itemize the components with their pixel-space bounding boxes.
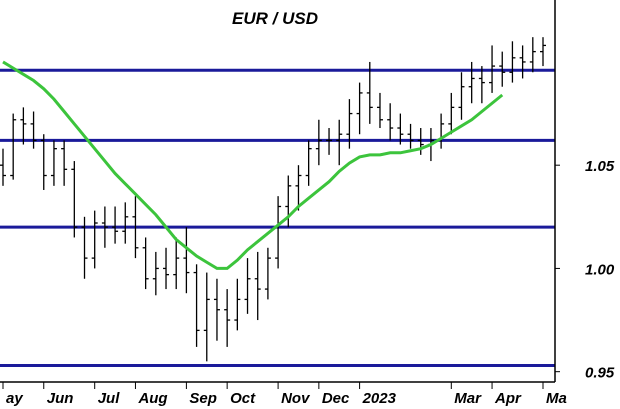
ohlc-bar [163, 247, 170, 290]
ohlc-bar [366, 61, 373, 124]
x-axis: ay Jun Jul Aug Sep Oct Nov Dec 2023 Mar Apr Ma [2, 382, 567, 407]
ohlc-bar [193, 264, 200, 347]
ohlc-bar [0, 148, 6, 186]
x-tick-label: Dec [322, 390, 350, 407]
ohlc-bar [112, 206, 119, 244]
ohlc-bar [40, 134, 47, 190]
ohlc-bar [509, 41, 516, 83]
ohlc-bar [183, 227, 190, 294]
ohlc-bar [346, 99, 353, 149]
ohlc-bar [407, 123, 414, 149]
ohlc-bar [71, 161, 78, 238]
ohlc-bar [244, 258, 251, 314]
x-tick-label: Sep [189, 390, 217, 407]
x-tick-label: Apr [494, 390, 522, 407]
ohlc-bar [122, 202, 129, 244]
ohlc-bar [50, 140, 57, 186]
ohlc-bar [305, 140, 312, 186]
ohlc-bar [489, 45, 496, 93]
x-tick-label: Jul [98, 390, 121, 407]
moving-average-line [2, 60, 504, 270]
ohlc-bar [91, 210, 98, 269]
ohlc-bar [540, 37, 546, 67]
x-tick-label: 2023 [362, 390, 397, 407]
ohlc-bar [234, 278, 241, 331]
ohlc-bar [264, 247, 271, 300]
ohlc-bar [203, 272, 210, 362]
price-bars [0, 37, 546, 362]
ohlc-bar [356, 82, 363, 135]
ohlc-bar [315, 119, 322, 166]
ohlc-bar [478, 66, 485, 104]
x-tick-label: Mar [454, 390, 482, 407]
ohlc-bar [20, 107, 27, 145]
ohlc-bar [417, 128, 424, 155]
ohlc-bar [438, 113, 445, 149]
ohlc-bar [132, 196, 139, 259]
ohlc-bar [213, 278, 220, 341]
ohlc-bar [61, 140, 68, 186]
ohlc-bar [376, 92, 383, 129]
ohlc-bar [519, 45, 526, 79]
ohlc-bar [387, 103, 394, 141]
x-tick-label: Oct [230, 390, 256, 407]
ohlc-bar [30, 111, 37, 149]
ohlc-bar [224, 289, 231, 347]
ohlc-bar [336, 119, 343, 166]
x-tick-label: Jun [47, 390, 74, 407]
ohlc-bar [468, 61, 475, 104]
x-tick-label: ay [6, 390, 23, 407]
y-tick-label: 1.05 [585, 158, 615, 175]
ohlc-bar [142, 237, 149, 290]
ohlc-bar [254, 251, 261, 321]
ohlc-bar [326, 128, 333, 155]
ohlc-bar [499, 51, 506, 87]
y-tick-label: 0.95 [585, 365, 615, 382]
ohlc-bar [275, 196, 282, 269]
ohlc-bar [529, 37, 536, 73]
x-tick-label: Aug [137, 390, 167, 407]
ohlc-bar [458, 72, 465, 120]
y-tick-label: 1.00 [585, 261, 615, 278]
x-tick-label: Ma [546, 390, 567, 407]
ohlc-bar [81, 216, 88, 279]
ohlc-bar [101, 206, 108, 248]
ohlc-bar [397, 113, 404, 145]
x-tick-label: Nov [281, 390, 311, 407]
ohlc-bar [448, 92, 455, 135]
ohlc-bar [173, 237, 180, 290]
y-axis: 1.05 1.00 0.95 [555, 158, 615, 382]
ohlc-bar [10, 113, 17, 180]
chart-title: EUR / USD [232, 9, 318, 28]
ohlc-bar [152, 251, 159, 296]
ohlc-bar [295, 165, 302, 211]
